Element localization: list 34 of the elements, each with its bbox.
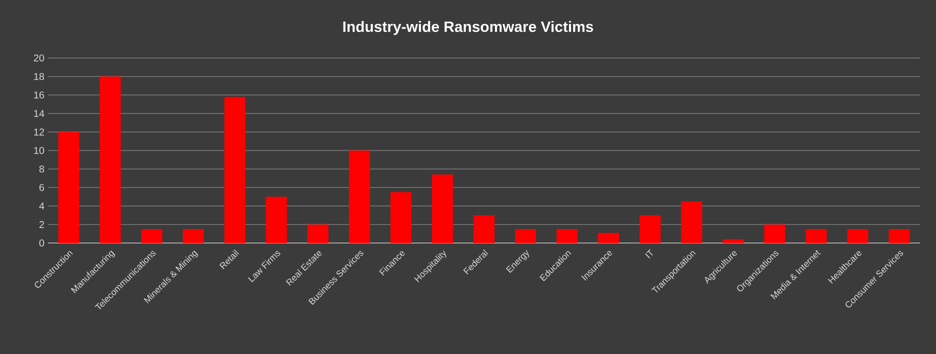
chart-title: Industry-wide Ransomware Victims — [343, 21, 594, 35]
bar — [307, 224, 328, 243]
bar — [681, 201, 702, 243]
bar — [474, 215, 495, 243]
bar — [722, 239, 744, 243]
y-tick-label: 4 — [39, 202, 44, 210]
y-tick-label: 18 — [34, 72, 44, 80]
bar — [348, 150, 370, 243]
y-tick-label: 6 — [39, 184, 44, 192]
y-tick-label: 14 — [34, 110, 44, 117]
y-tick-label: 0 — [39, 239, 44, 247]
y-tick-label: 12 — [34, 128, 44, 136]
y-tick-label: 10 — [34, 146, 44, 154]
bar — [598, 232, 620, 243]
bar — [806, 229, 827, 243]
bar — [141, 229, 162, 243]
bar — [556, 229, 578, 243]
y-tick-label: 20 — [34, 54, 44, 62]
bar — [432, 174, 453, 243]
bar — [182, 229, 204, 243]
bar — [390, 192, 412, 243]
bar — [266, 196, 287, 243]
y-tick-label: 2 — [39, 221, 44, 228]
y-tick-label: 8 — [39, 165, 44, 173]
bar — [847, 229, 868, 243]
y-tick-label: 16 — [34, 91, 44, 99]
bar — [888, 229, 910, 243]
bar — [224, 96, 246, 243]
bar — [640, 215, 661, 243]
bar — [515, 229, 536, 243]
bar — [58, 132, 80, 243]
bar — [764, 224, 786, 243]
bar — [100, 76, 121, 243]
x-tick-label: IT — [645, 249, 653, 258]
